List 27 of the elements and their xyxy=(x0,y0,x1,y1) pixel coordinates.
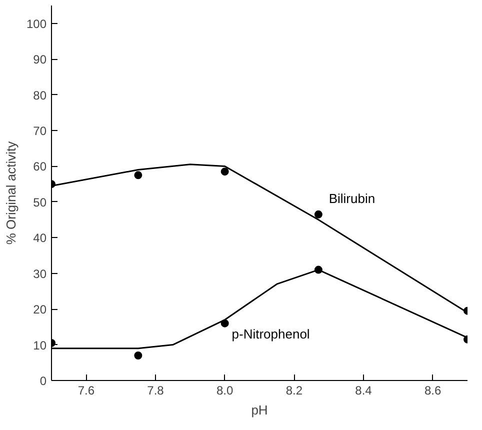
y-tick-label: 90 xyxy=(33,52,47,67)
y-tick-label: 10 xyxy=(33,338,47,352)
x-tick-label: 8.4 xyxy=(355,384,372,398)
y-tick-label: 50 xyxy=(33,195,47,210)
y-tick-label: 0 xyxy=(40,374,47,388)
x-tick-label: 7.6 xyxy=(78,384,95,398)
x-axis-title: pH xyxy=(251,402,268,418)
y-tick-label: 20 xyxy=(33,302,47,317)
y-tick-label: 40 xyxy=(33,231,47,246)
y-tick-label: 80 xyxy=(33,88,47,102)
point xyxy=(134,352,142,360)
point xyxy=(314,266,322,274)
point xyxy=(134,171,142,180)
y-tick-label: 70 xyxy=(33,124,47,138)
x-tick-label: 8.0 xyxy=(216,384,234,398)
y-axis-title: % Original activity xyxy=(3,140,18,245)
x-tick-label: 7.8 xyxy=(147,384,164,398)
y-tick-label: 100 xyxy=(26,16,47,31)
point xyxy=(220,319,229,328)
x-tick-label: 8.6 xyxy=(424,384,442,398)
y-tick-label: 60 xyxy=(33,160,47,174)
y-tick-label: 30 xyxy=(33,266,47,281)
point xyxy=(314,210,322,218)
x-tick-label: 8.2 xyxy=(286,384,303,398)
series-label: Bilirubin xyxy=(328,190,376,206)
point xyxy=(220,168,229,176)
series-label: p-Nitrophenol xyxy=(232,326,310,342)
